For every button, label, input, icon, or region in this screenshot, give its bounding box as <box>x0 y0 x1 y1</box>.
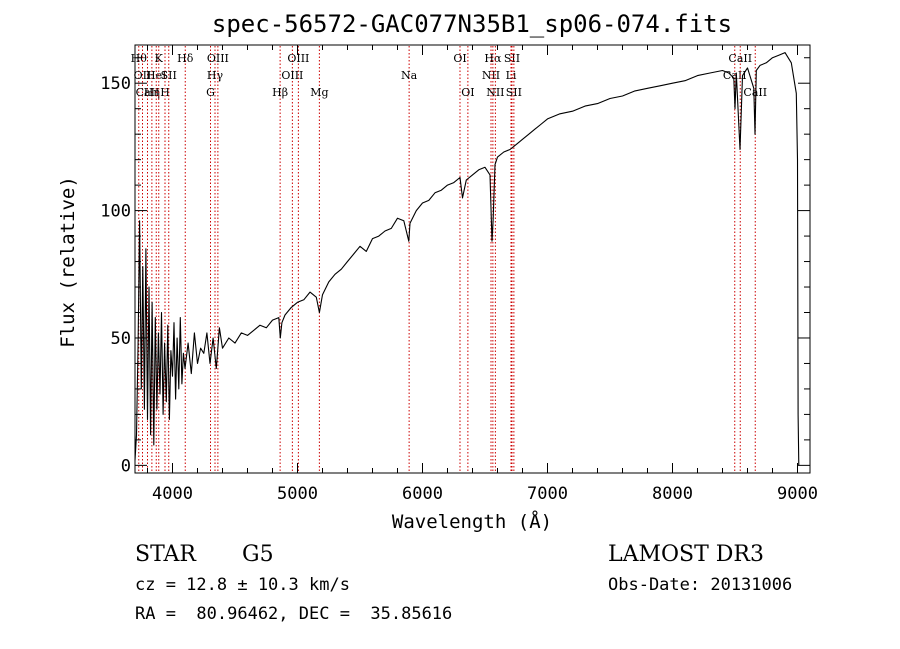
spectral-line-label: OI <box>461 86 474 99</box>
spectral-line-label: SII <box>161 69 177 82</box>
object-subclass: G5 <box>242 542 274 567</box>
x-tick-label: 8000 <box>652 484 693 504</box>
spectral-line-label: H <box>160 86 170 99</box>
spectral-line-label: Na <box>401 69 418 82</box>
x-axis-label: Wavelength (Å) <box>392 510 552 533</box>
spectral-line-label: G <box>206 86 215 99</box>
spectral-line-label: Hγ <box>207 69 224 82</box>
x-tick-label: 4000 <box>152 484 193 504</box>
spectral-line-label: K <box>155 52 164 65</box>
spectral-line-label: OIII <box>207 52 229 65</box>
spectral-line-label: CaII <box>743 86 767 99</box>
y-tick-label: 0 <box>121 456 131 476</box>
y-tick-label: 50 <box>111 329 131 349</box>
spectral-line-label: CaII <box>728 52 752 65</box>
spectral-line-label: Li <box>506 69 517 82</box>
spectral-line-label: Mg <box>310 86 328 99</box>
spectral-line-label: OI <box>453 52 466 65</box>
y-axis-label: Flux (relative) <box>57 176 79 348</box>
spectral-line-label: Hα <box>484 52 502 65</box>
spectral-line-label: CaII <box>136 86 160 99</box>
spectral-line-label: OIII <box>287 52 309 65</box>
spectral-line-label: Hβ <box>272 86 288 99</box>
spectral-line-label: OIII <box>281 69 303 82</box>
survey-name: LAMOST DR3 <box>608 542 764 567</box>
spectral-line-label: SII <box>506 86 522 99</box>
x-tick-label: 7000 <box>527 484 568 504</box>
x-tick-label: 9000 <box>777 484 818 504</box>
spectral-line-label: NII <box>486 86 504 99</box>
spectral-line-label: OII <box>134 69 152 82</box>
x-tick-label: 5000 <box>277 484 318 504</box>
spectral-line-label: SII <box>504 52 520 65</box>
plot-area: HθOIICaIIHηHeIKHSIIHδGHγOIIIHβOIIIOIIIMg… <box>100 44 818 504</box>
tick-layer: 4000 5000 6000 7000 8000 9000 0 50 100 150 <box>100 45 818 504</box>
spectral-line-label: HeI <box>146 69 166 82</box>
spectral-line-label: NII <box>482 69 500 82</box>
redshift-readout: cz = 12.8 ± 10.3 km/s <box>135 575 350 595</box>
chart-title: spec-56572-GAC077N35B1_sp06-074.fits <box>212 10 732 38</box>
series-layer <box>134 52 800 466</box>
spectral-line-label: Hθ <box>131 52 148 65</box>
plot-frame <box>134 44 811 474</box>
y-tick-label: 100 <box>100 202 131 222</box>
spectral-line-label: Hδ <box>177 52 194 65</box>
y-tick-label: 150 <box>100 74 131 94</box>
spectral-line-label: Hη <box>144 86 160 99</box>
spectrum-series-line <box>134 52 800 466</box>
coordinates-readout: RA = 80.96462, DEC = 35.85616 <box>135 604 452 624</box>
observation-date: Obs-Date: 20131006 <box>608 575 792 595</box>
x-tick-label: 6000 <box>402 484 443 504</box>
object-class: STAR <box>135 542 197 567</box>
spectral-line-markers: HθOIICaIIHηHeIKHSIIHδGHγOIIIHβOIIIOIIIMg… <box>131 46 767 472</box>
